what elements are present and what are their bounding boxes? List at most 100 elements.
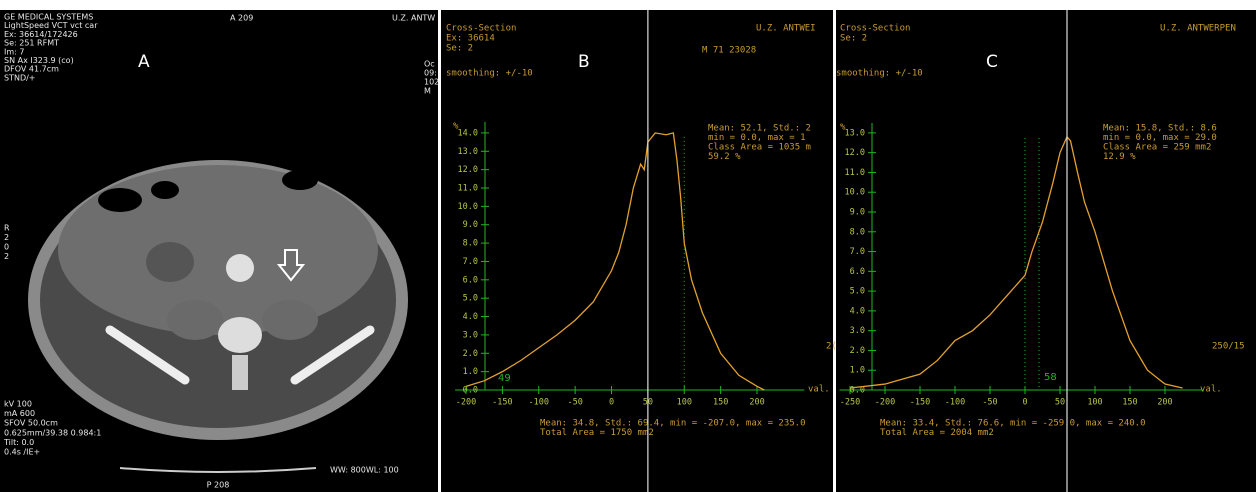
panel-letter: A xyxy=(138,52,150,72)
ct-info: U.Z. ANTW xyxy=(392,14,435,23)
ct-info: SFOV 50.0cm xyxy=(4,419,58,428)
x-tick-label: -250 xyxy=(840,398,860,408)
ct-info: A 209 xyxy=(230,14,253,23)
y-tick-label: 5.0 xyxy=(850,287,865,297)
panel-letter: B xyxy=(578,52,590,72)
y-tick-label: 12.0 xyxy=(845,148,865,158)
side-text: 250/15 xyxy=(1212,342,1245,352)
x-tick-label: -200 xyxy=(875,398,895,408)
ct-info: Tilt: 0.0 xyxy=(3,438,34,447)
ct-info: 0.4s /IE+ xyxy=(4,448,40,457)
ct-info: SN Ax I323.9 (co) xyxy=(4,56,74,65)
y-tick-label: 8.0 xyxy=(850,227,865,237)
page: A A 209 U.Z. ANTW P 208 WW: 800WL: 100 G… xyxy=(0,0,1256,492)
class-stats: Class Area = 259 mm2 xyxy=(1103,143,1211,153)
ct-info: WW: 800WL: 100 xyxy=(330,466,399,475)
ct-info: Ex: 36614/172426 xyxy=(4,30,78,39)
y-tick-label: 1.0 xyxy=(463,367,478,377)
x-tick-label: 50 xyxy=(1055,398,1065,408)
x-tick-label: -50 xyxy=(567,398,582,408)
ct-info: GE MEDICAL SYSTEMS xyxy=(4,13,93,22)
y-tick-label: 14.0 xyxy=(458,128,478,138)
y-tick-label: 7.0 xyxy=(850,247,865,257)
total-stats: Total Area = 1750 mm2 xyxy=(540,428,654,438)
y-tick-label: 6.0 xyxy=(463,275,478,285)
panel-letter: C xyxy=(986,52,998,72)
ct-info: 2 xyxy=(4,252,9,261)
y-tick-label: 2.0 xyxy=(463,349,478,359)
x-tick-label: 0 xyxy=(1022,398,1027,408)
class-stats: Mean: 52.1, Std.: 2 xyxy=(708,124,811,134)
ct-info: 0.625mm/39.38 0.984:1 xyxy=(4,428,101,437)
x-tick-label: -200 xyxy=(456,398,476,408)
figure: A A 209 U.Z. ANTW P 208 WW: 800WL: 100 G… xyxy=(0,0,1256,492)
ct-info: Se: 251 RFMT xyxy=(4,39,59,48)
y-tick-label: 1.0 xyxy=(850,366,865,376)
y-tick-label: 5.0 xyxy=(463,294,478,304)
x-tick-label: -50 xyxy=(982,398,997,408)
x-tick-label: 200 xyxy=(1157,398,1172,408)
y-tick-label: 7.0 xyxy=(463,257,478,267)
total-stats: Mean: 34.8, Std.: 69.4, min = -207.0, ma… xyxy=(540,419,806,429)
x-tick-label: -150 xyxy=(492,398,512,408)
y-tick-label: 9.0 xyxy=(463,220,478,230)
marker-label: 49 xyxy=(498,373,511,384)
x-tick-label: -100 xyxy=(945,398,965,408)
axis-title: val. xyxy=(808,385,830,395)
x-tick-label: -100 xyxy=(529,398,549,408)
site: U.Z. ANTWEI xyxy=(756,24,816,34)
x-tick-label: 150 xyxy=(1122,398,1137,408)
header-text: Ex: 36614 xyxy=(446,34,495,44)
ct-info: mA 600 xyxy=(4,409,35,418)
ct-info: P 208 xyxy=(207,481,230,490)
ct-info: 09: xyxy=(424,69,437,78)
y-tick-label: 3.0 xyxy=(850,326,865,336)
class-stats: min = 0.0, max = 29.0 xyxy=(1103,133,1217,143)
header-text: Se: 2 xyxy=(446,44,473,54)
ct-info: kV 100 xyxy=(4,400,32,409)
class-stats: Class Area = 1035 m xyxy=(708,143,811,153)
total-stats: Mean: 33.4, Std.: 76.6, min = -259.0, ma… xyxy=(880,419,1146,429)
x-tick-label: -150 xyxy=(910,398,930,408)
y-tick-label: 8.0 xyxy=(463,239,478,249)
y-tick-label: 13.0 xyxy=(845,128,865,138)
y-tick-label: 3.0 xyxy=(463,330,478,340)
side-text: 2( xyxy=(826,342,837,352)
ct-info: DFOV 41.7cm xyxy=(4,65,59,74)
y-tick-label: 11.0 xyxy=(458,184,478,194)
ct-info: STND/+ xyxy=(4,73,36,82)
site-sub: M 71 23028 xyxy=(702,46,756,56)
y-tick-label: 0.0 xyxy=(463,386,478,396)
marker-label: 58 xyxy=(1044,372,1057,383)
header-text: Cross-Section xyxy=(840,24,910,34)
y-tick-label: 10.0 xyxy=(845,188,865,198)
ct-info: 102 xyxy=(424,78,439,87)
x-tick-label: 100 xyxy=(1087,398,1102,408)
y-tick-label: 9.0 xyxy=(850,208,865,218)
x-tick-label: 0 xyxy=(609,398,614,408)
ct-info: 2 xyxy=(4,233,9,242)
smoothing: smoothing: +/-10 xyxy=(446,69,533,79)
y-tick-label: 10.0 xyxy=(458,202,478,212)
class-stats: 12.9 % xyxy=(1103,152,1136,162)
y-tick-label: 6.0 xyxy=(850,267,865,277)
ct-info: 0 xyxy=(4,243,9,252)
total-stats: Total Area = 2004 mm2 xyxy=(880,428,994,438)
header-text: Se: 2 xyxy=(840,34,867,44)
ct-info: M xyxy=(424,87,431,96)
class-stats: min = 0.0, max = 1 xyxy=(708,133,806,143)
x-tick-label: 100 xyxy=(677,398,692,408)
y-tick-label: 4.0 xyxy=(850,306,865,316)
y-tick-label: 4.0 xyxy=(463,312,478,322)
header-text: Cross-Section xyxy=(446,24,516,34)
y-tick-label: 12.0 xyxy=(458,165,478,175)
y-tick-label: 2.0 xyxy=(850,346,865,356)
ct-info: Im: 7 xyxy=(4,47,24,56)
ct-info: Oc xyxy=(424,60,435,69)
y-tick-label: 11.0 xyxy=(845,168,865,178)
ct-info: LightSpeed VCT vct car xyxy=(4,21,98,30)
class-stats: Mean: 15.8, Std.: 8.6 xyxy=(1103,124,1217,134)
class-stats: 59.2 % xyxy=(708,152,741,162)
smoothing: smoothing: +/-10 xyxy=(836,69,923,79)
y-tick-label: 13.0 xyxy=(458,147,478,157)
